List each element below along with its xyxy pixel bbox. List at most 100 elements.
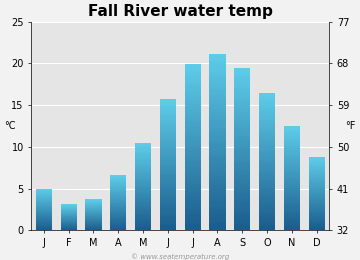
Bar	[284, 181, 300, 183]
Bar	[110, 217, 126, 218]
Bar	[309, 207, 325, 208]
Bar	[85, 210, 102, 211]
Bar	[36, 201, 52, 202]
Bar	[85, 222, 102, 223]
Bar	[259, 163, 275, 164]
Bar	[160, 203, 176, 204]
Bar	[259, 181, 275, 182]
Bar	[160, 121, 176, 123]
Bar	[309, 165, 325, 166]
Bar	[259, 127, 275, 128]
Bar	[160, 225, 176, 226]
Bar	[135, 175, 151, 176]
Bar	[210, 60, 226, 61]
Bar	[234, 153, 250, 154]
Bar	[135, 157, 151, 158]
Bar	[185, 177, 201, 179]
Bar	[284, 197, 300, 198]
Bar	[284, 158, 300, 159]
Bar	[135, 214, 151, 216]
Bar	[160, 115, 176, 116]
Bar	[60, 229, 77, 230]
Bar	[135, 160, 151, 161]
Bar	[309, 186, 325, 187]
Bar	[259, 128, 275, 130]
Bar	[234, 80, 250, 81]
Bar	[85, 204, 102, 205]
Bar	[234, 88, 250, 89]
Bar	[210, 63, 226, 65]
Bar	[160, 212, 176, 213]
Bar	[210, 193, 226, 195]
Bar	[36, 218, 52, 219]
Bar	[259, 172, 275, 174]
Bar	[210, 204, 226, 206]
Bar	[160, 216, 176, 217]
Bar	[210, 91, 226, 93]
Bar	[135, 193, 151, 194]
Bar	[284, 212, 300, 213]
Bar	[210, 82, 226, 84]
Bar	[259, 226, 275, 228]
Bar	[284, 187, 300, 189]
Bar	[234, 190, 250, 192]
Bar	[160, 205, 176, 207]
Bar	[36, 208, 52, 209]
Bar	[234, 159, 250, 161]
Bar	[185, 190, 201, 192]
Bar	[135, 152, 151, 153]
Bar	[210, 95, 226, 96]
Bar	[259, 113, 275, 115]
Bar	[309, 169, 325, 170]
Bar	[210, 200, 226, 202]
Bar	[234, 136, 250, 138]
Bar	[110, 180, 126, 181]
Bar	[284, 219, 300, 220]
Bar	[210, 160, 226, 162]
Bar	[160, 112, 176, 114]
Bar	[284, 184, 300, 186]
Bar	[160, 184, 176, 186]
Bar	[135, 222, 151, 223]
Bar	[259, 193, 275, 194]
Bar	[160, 200, 176, 202]
Bar	[160, 180, 176, 182]
Bar	[36, 206, 52, 207]
Bar	[85, 227, 102, 228]
Bar	[135, 194, 151, 195]
Bar	[160, 195, 176, 196]
Bar	[259, 121, 275, 123]
Bar	[309, 185, 325, 186]
Bar	[135, 151, 151, 152]
Bar	[234, 162, 250, 164]
Bar	[185, 64, 201, 66]
Bar	[160, 175, 176, 177]
Bar	[36, 203, 52, 204]
Bar	[160, 145, 176, 147]
Bar	[160, 105, 176, 106]
Bar	[210, 216, 226, 218]
Bar	[160, 126, 176, 127]
Bar	[135, 195, 151, 196]
Bar	[309, 223, 325, 224]
Bar	[284, 216, 300, 217]
Bar	[85, 214, 102, 215]
Bar	[160, 149, 176, 151]
Bar	[85, 211, 102, 212]
Bar	[284, 133, 300, 134]
Bar	[110, 206, 126, 207]
Bar	[135, 178, 151, 179]
Bar	[284, 218, 300, 219]
Bar	[234, 227, 250, 229]
Bar	[110, 179, 126, 180]
Bar	[210, 105, 226, 107]
Bar	[36, 191, 52, 192]
Y-axis label: °F: °F	[346, 121, 356, 131]
Bar	[210, 190, 226, 192]
Bar	[259, 204, 275, 206]
Bar	[110, 205, 126, 206]
Bar	[284, 170, 300, 171]
Bar	[210, 118, 226, 119]
Bar	[234, 166, 250, 167]
Bar	[309, 159, 325, 160]
